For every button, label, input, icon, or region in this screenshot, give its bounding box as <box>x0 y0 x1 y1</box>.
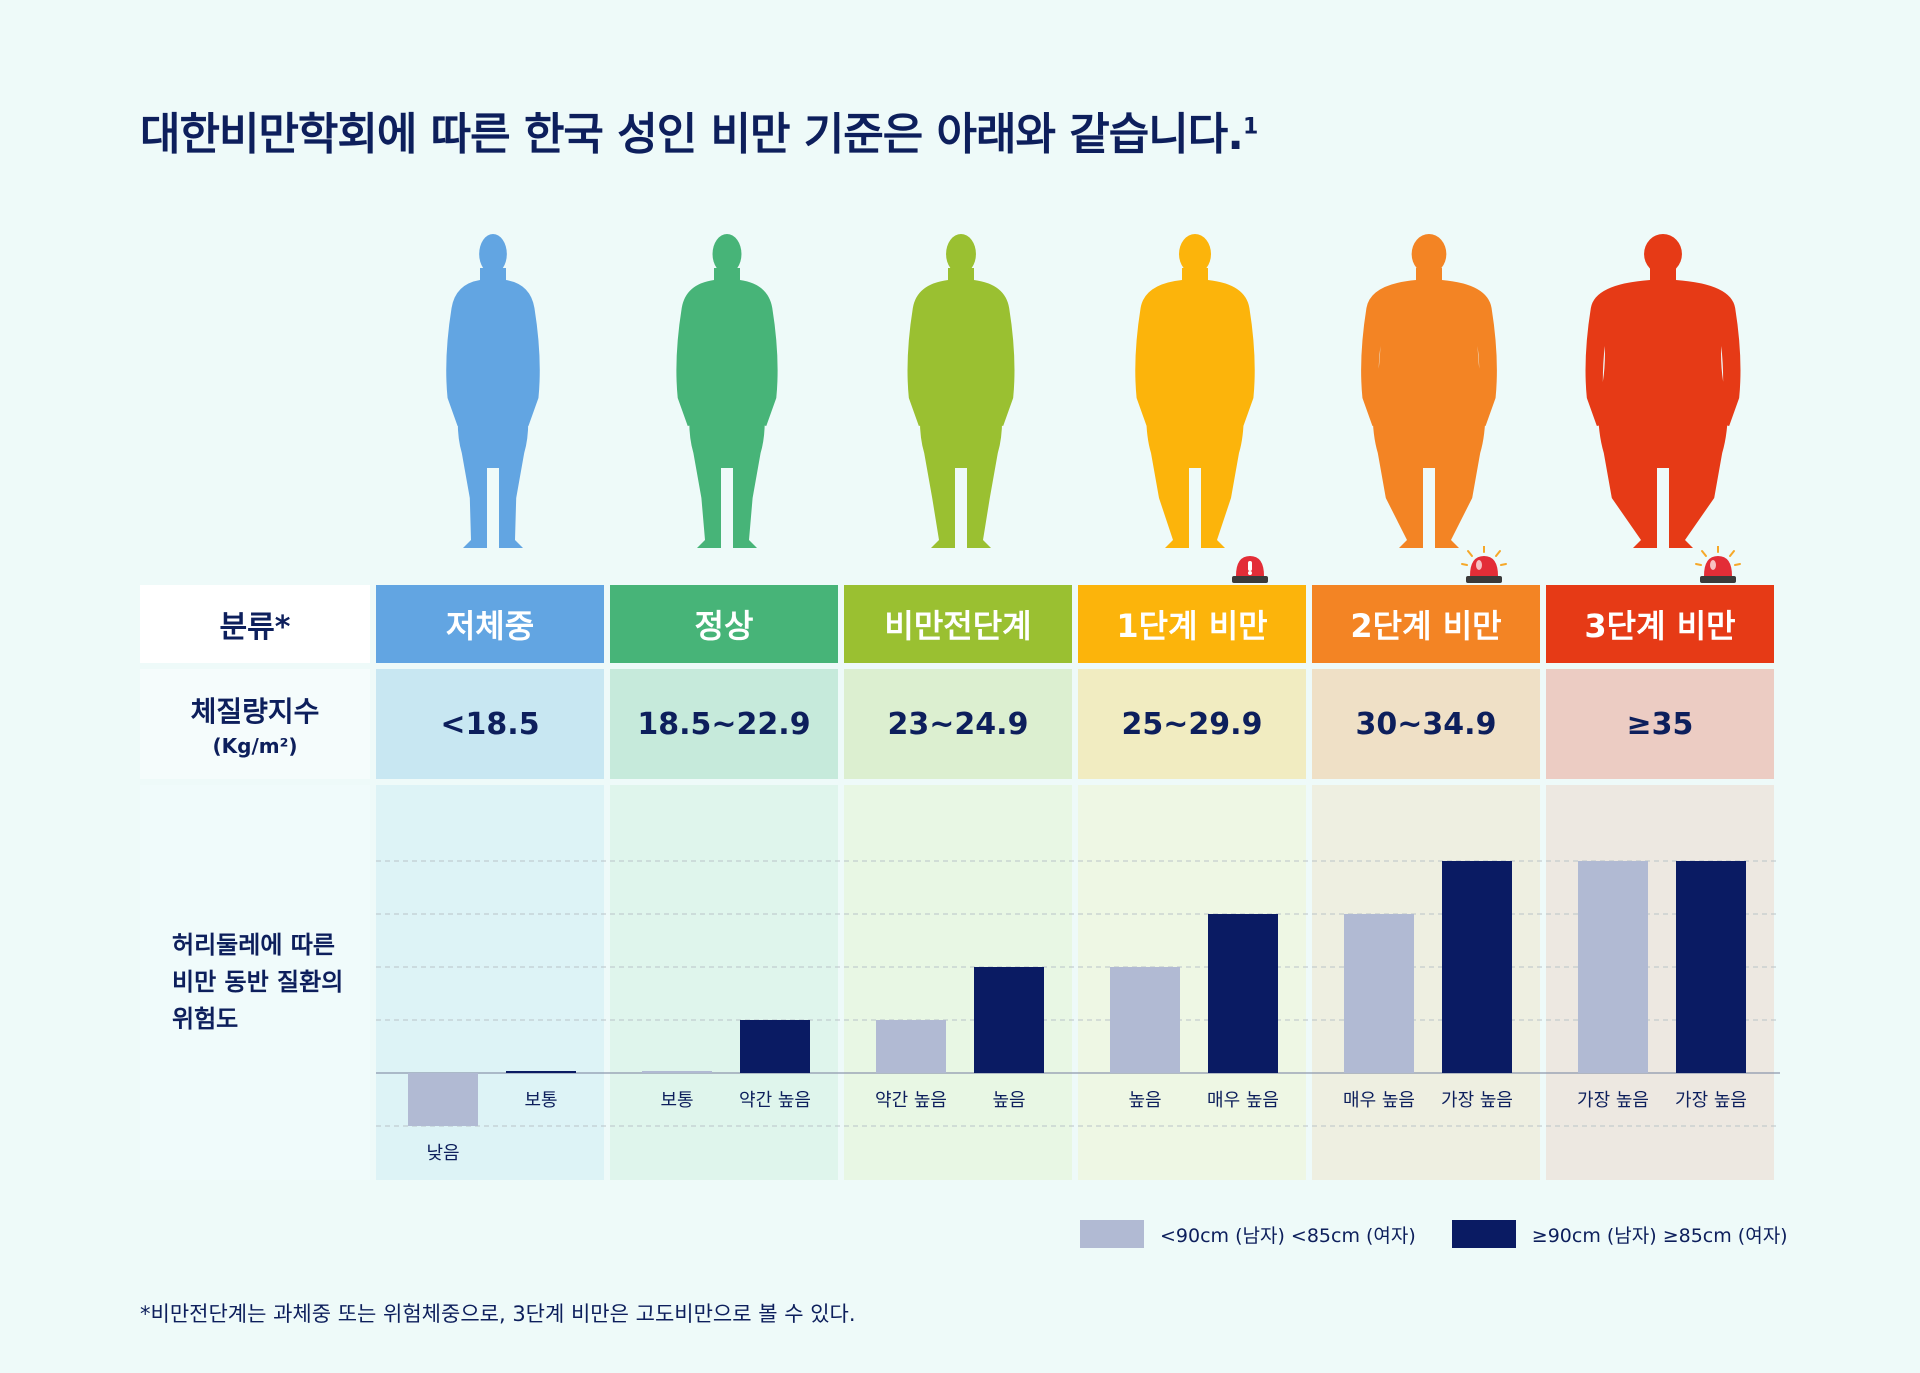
siren-icon <box>1226 546 1274 588</box>
figure-body <box>907 268 1015 548</box>
bmi-value-1: <18.5 <box>376 669 604 779</box>
figure-normal <box>610 228 844 558</box>
figure-head <box>1644 234 1682 274</box>
category-header-1: 저체중 <box>376 585 604 663</box>
category-row-label: 분류* <box>140 585 370 663</box>
bar-under-5 <box>1344 914 1414 1073</box>
obese1-silhouette-icon <box>1135 234 1255 548</box>
figure-obese2 <box>1312 228 1546 558</box>
siren-icon <box>1460 545 1508 588</box>
figure-head <box>1411 234 1447 274</box>
bar-over-4 <box>1208 914 1278 1073</box>
bar-label-over-6: 가장 높음 <box>1675 1090 1747 1111</box>
footnote: *비만전단계는 과체중 또는 위험체중으로, 3단계 비만은 고도비만으로 볼 … <box>140 1302 856 1326</box>
bar-label-over-1: 보통 <box>524 1090 557 1111</box>
bar-label-over-2: 약간 높음 <box>739 1090 811 1111</box>
siren-icon <box>1694 545 1742 588</box>
bar-over-5 <box>1442 861 1512 1073</box>
bar-label-over-5: 가장 높음 <box>1441 1090 1513 1111</box>
legend-swatch-under <box>1080 1220 1144 1248</box>
figure-body <box>1361 268 1497 548</box>
risk-bar-chart: 낮음 보통 보통 약간 높음 약간 높음 높음 높음 매우 높음 매우 높음 가장 높음 가장 높음… <box>376 860 1780 1164</box>
figure-over <box>844 228 1078 558</box>
bar-under-6 <box>1578 861 1648 1073</box>
figure-head <box>479 234 507 274</box>
slim-silhouette-icon <box>446 234 540 548</box>
bar-label-under-4: 높음 <box>1128 1090 1161 1111</box>
bmi-value-4: 25~29.9 <box>1078 669 1306 779</box>
bar-label-over-4: 매우 높음 <box>1207 1090 1279 1111</box>
figure-head <box>712 234 742 274</box>
obese3-silhouette-icon <box>1585 234 1741 548</box>
bmi-value-2: 18.5~22.9 <box>610 669 838 779</box>
category-header-3: 비만전단계 <box>844 585 1072 663</box>
figure-slim <box>376 228 610 558</box>
bar-over-6 <box>1676 861 1746 1073</box>
risk-row-label: 허리둘레에 따른 비만 동반 질환의 위험도 <box>140 785 370 1180</box>
chart-legend: <90cm (남자) <85cm (여자) ≥90cm (남자) ≥85cm (… <box>1080 1220 1824 1248</box>
category-header-4: 1단계 비만 <box>1078 585 1306 663</box>
figure-body <box>1585 268 1741 548</box>
legend-swatch-over <box>1451 1220 1516 1248</box>
bar-label-over-3: 높음 <box>992 1090 1025 1111</box>
category-header-5: 2단계 비만 <box>1312 585 1540 663</box>
figure-body <box>676 268 778 548</box>
risk-cell-2 <box>610 785 838 1180</box>
bar-under-2 <box>642 1071 712 1073</box>
bar-over-2 <box>740 1020 810 1073</box>
bar-under-3 <box>876 1020 946 1073</box>
bmi-value-3: 23~24.9 <box>844 669 1072 779</box>
figure-head <box>1179 234 1211 274</box>
obese2-silhouette-icon <box>1361 234 1497 548</box>
bar-label-under-1: 낮음 <box>426 1143 459 1164</box>
bmi-value-6: ≥35 <box>1546 669 1774 779</box>
page-title: 대한비만학회에 따른 한국 성인 비만 기준은 아래와 같습니다.1 <box>140 109 1258 160</box>
normal-silhouette-icon <box>676 234 778 548</box>
category-header-6: 3단계 비만 <box>1546 585 1774 663</box>
bar-over-3 <box>974 967 1044 1073</box>
bar-over-1 <box>506 1071 576 1073</box>
legend-label-over: ≥90cm (남자) ≥85cm (여자) <box>1531 1224 1788 1247</box>
bmi-label-unit: (Kg/m²) <box>212 734 298 758</box>
figure-body <box>1135 268 1255 548</box>
bar-label-under-3: 약간 높음 <box>875 1090 947 1111</box>
bmi-row-label: 체질량지수 (Kg/m²) <box>140 669 370 779</box>
bar-under-4 <box>1110 967 1180 1073</box>
legend-label-under: <90cm (남자) <85cm (여자) <box>1160 1224 1416 1247</box>
figure-obese3 <box>1546 228 1780 558</box>
title-footnote-mark: 1 <box>1242 114 1258 140</box>
figure-head <box>946 234 976 274</box>
over-silhouette-icon <box>907 234 1015 548</box>
category-header-2: 정상 <box>610 585 838 663</box>
bmi-value-5: 30~34.9 <box>1312 669 1540 779</box>
bar-label-under-5: 매우 높음 <box>1343 1090 1415 1111</box>
bar-label-under-6: 가장 높음 <box>1577 1090 1649 1111</box>
body-silhouettes <box>376 228 1780 558</box>
figure-obese1 <box>1078 228 1312 558</box>
bar-label-under-2: 보통 <box>660 1090 693 1111</box>
bmi-label-line1: 체질량지수 <box>190 695 320 728</box>
bar-under-1 <box>408 1073 478 1126</box>
figure-body <box>446 268 540 548</box>
